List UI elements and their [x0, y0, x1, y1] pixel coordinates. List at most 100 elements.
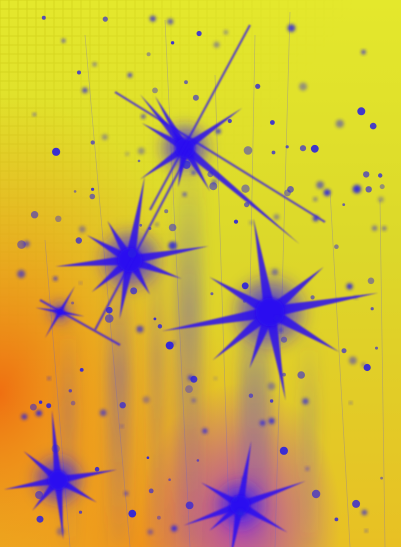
particle-dot	[299, 145, 307, 152]
particle-dot	[378, 173, 383, 178]
particle-dot	[146, 52, 151, 57]
particle-dot	[302, 398, 309, 405]
particle-dot	[168, 223, 177, 232]
particle-dot	[61, 38, 66, 43]
particle-dot	[365, 186, 372, 193]
particle-dot	[106, 306, 113, 314]
particle-dot	[268, 417, 275, 425]
particle-dot	[142, 396, 150, 404]
particle-dot	[77, 70, 81, 75]
particle-dot	[32, 113, 36, 116]
particle-dot	[127, 249, 137, 258]
particle-dot	[169, 241, 177, 250]
particle-dot	[299, 82, 308, 91]
particle-dot	[270, 120, 275, 125]
particle-dot	[196, 30, 202, 37]
particle-dot	[354, 295, 358, 300]
particle-dot	[125, 152, 129, 156]
particle-dot	[147, 264, 151, 269]
particle-dot	[361, 49, 366, 55]
star-left-ray	[125, 176, 145, 261]
particle-dot	[313, 197, 318, 202]
particle-dot	[243, 146, 253, 155]
particle-dot	[56, 527, 65, 536]
particle-dot	[185, 385, 193, 393]
particle-dot	[147, 529, 154, 535]
particle-dot	[30, 403, 37, 411]
particle-dot	[157, 515, 161, 520]
particle-dot	[196, 459, 200, 462]
particle-dot	[41, 15, 46, 20]
particle-dot	[120, 424, 124, 428]
particle-dot	[128, 509, 137, 518]
particle-dot	[153, 317, 157, 321]
particle-dot	[242, 299, 246, 303]
particle-dot	[36, 515, 44, 523]
particle-dot	[323, 189, 331, 197]
star-left	[55, 176, 209, 320]
particle-dot	[17, 240, 26, 249]
star-top-ray	[181, 146, 210, 192]
particle-dot	[223, 30, 229, 35]
star-bottom-right	[183, 440, 306, 547]
particle-dot	[164, 209, 169, 214]
particle-dot	[312, 215, 319, 222]
particle-dot	[363, 171, 370, 178]
particle-dot	[46, 403, 52, 409]
particle-dot	[271, 150, 276, 155]
star-center-ray	[264, 311, 286, 401]
particle-dot	[305, 467, 309, 471]
particle-dot	[352, 499, 361, 508]
particle-dots	[17, 15, 387, 536]
particle-dot	[89, 193, 96, 200]
particle-dot	[82, 87, 88, 94]
particle-dot	[102, 16, 108, 22]
particle-dot	[99, 409, 107, 417]
particle-dot	[79, 281, 82, 285]
particle-dot	[341, 348, 347, 354]
particle-dot	[170, 41, 175, 45]
particle-dot	[287, 186, 294, 193]
diagonal-streak	[39, 299, 121, 346]
particle-dot	[137, 147, 145, 155]
particle-dot	[364, 529, 368, 533]
particle-dot	[124, 491, 129, 496]
star-small-left-ray	[45, 311, 62, 338]
particle-dot	[146, 456, 150, 460]
particle-dot	[334, 244, 339, 249]
particle-dot	[157, 324, 163, 329]
particle-dot	[191, 170, 196, 175]
particle-dot	[148, 227, 152, 230]
particle-dot	[241, 184, 250, 193]
particle-dot	[375, 346, 378, 350]
particle-dot	[17, 269, 26, 279]
particle-dot	[91, 187, 95, 191]
particle-dot	[280, 336, 288, 343]
particle-dot	[334, 517, 339, 522]
star-bottom-left-ray	[54, 479, 64, 540]
star-center-ray	[269, 292, 379, 318]
particle-dot	[236, 509, 245, 518]
particle-dot	[287, 24, 296, 33]
particle-dot	[73, 190, 77, 193]
particle-dot	[275, 316, 280, 321]
particle-dot	[346, 283, 353, 290]
particle-dot	[241, 282, 249, 290]
particle-dot	[119, 402, 126, 409]
particle-dot	[202, 428, 208, 434]
particle-dot	[47, 376, 51, 380]
particle-dot	[191, 398, 196, 403]
particle-dot	[192, 94, 199, 101]
particle-dot	[127, 73, 133, 78]
particle-dot	[104, 314, 114, 323]
particle-dot	[35, 410, 43, 417]
star-center-ray	[267, 307, 340, 352]
particle-dot	[130, 287, 138, 295]
star-top-ray	[155, 96, 189, 150]
star-top-ray	[139, 144, 188, 180]
star-center-ray	[161, 306, 271, 332]
starbursts	[3, 24, 379, 547]
star-left-ray	[119, 259, 135, 320]
